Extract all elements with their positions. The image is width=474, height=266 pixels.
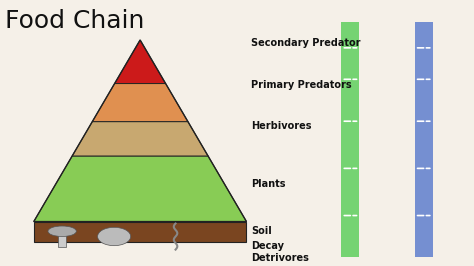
Bar [415,22,433,257]
Bar [341,22,359,257]
Bar [34,222,246,242]
Text: Secondary Predator: Secondary Predator [251,38,361,48]
Text: Herbivores: Herbivores [251,122,312,131]
Text: Decay
Detrivores: Decay Detrivores [251,242,309,263]
Ellipse shape [98,227,131,246]
Polygon shape [34,156,246,222]
Ellipse shape [48,226,76,236]
Polygon shape [92,84,188,122]
Bar [58,231,66,247]
Text: Soil: Soil [251,226,272,236]
Polygon shape [115,40,165,84]
Text: Plants: Plants [251,179,286,189]
Polygon shape [72,122,208,156]
Text: Primary Predators: Primary Predators [251,80,352,90]
Text: Food Chain: Food Chain [5,9,145,32]
